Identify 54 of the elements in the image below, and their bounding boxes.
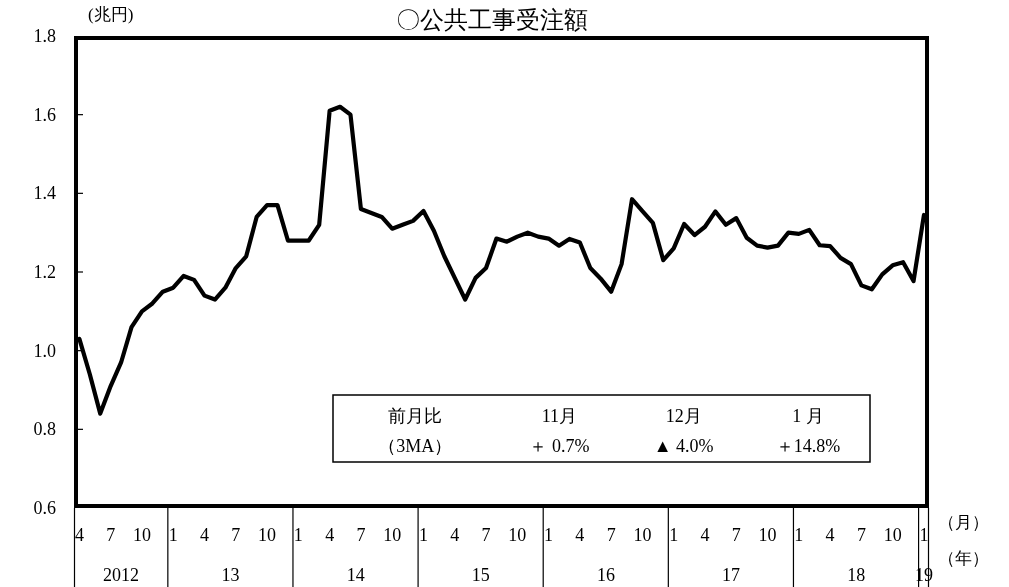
x-tick-label: 1: [669, 525, 679, 545]
y-tick-label: 1.2: [33, 262, 56, 282]
x-tick-label: 4: [450, 525, 460, 545]
x2-tick-label: 17: [722, 565, 741, 585]
x-tick-label: 10: [132, 525, 151, 545]
x-tick-label: 7: [106, 525, 116, 545]
y-tick-label: 1.6: [33, 104, 56, 125]
x-tick-label: 1: [919, 525, 929, 545]
y-tick-label: 1.4: [33, 183, 56, 204]
x2-tick-label: 15: [471, 565, 490, 585]
x-tick-label: 1: [544, 525, 554, 545]
x-tick-label: 10: [883, 525, 902, 545]
x-tick-label: 10: [633, 525, 652, 545]
x-tick-label: 4: [575, 525, 585, 545]
annotation: 1 月: [792, 406, 824, 426]
x-tick-label: 10: [508, 525, 527, 545]
x-tick-label: 7: [606, 525, 616, 545]
x-tick-label: 1: [168, 525, 178, 545]
annotation: ＋14.8%: [775, 436, 841, 456]
x-axis-title: （月）: [937, 513, 989, 532]
y-axis-title: (兆円): [88, 5, 134, 24]
x-tick-label: 7: [481, 525, 491, 545]
x-tick-label: 10: [758, 525, 777, 545]
annotation: ＋ 0.7%: [529, 436, 590, 456]
x2-tick-label: 14: [346, 565, 365, 585]
y-tick-label: 1.8: [33, 26, 56, 46]
x2-tick-label: 13: [221, 565, 240, 585]
x-tick-label: 4: [825, 525, 835, 545]
annotation: 前月比: [388, 406, 443, 426]
x2-axis-title: （年）: [937, 549, 989, 568]
x-tick-label: 7: [856, 525, 866, 545]
x-tick-label: 4: [700, 525, 710, 545]
y-tick-label: 0.8: [33, 419, 56, 440]
x2-tick-label: 18: [847, 565, 866, 585]
y-tick-label: 1.0: [33, 340, 56, 361]
x2-tick-label: 2012: [103, 565, 140, 585]
x2-tick-label: 16: [596, 565, 615, 585]
annotation: （3MA）: [378, 436, 453, 456]
x-tick-label: 7: [731, 525, 741, 545]
x-tick-label: 7: [231, 525, 241, 545]
x-tick-label: 4: [200, 525, 209, 545]
x-tick-label: 1: [794, 525, 804, 545]
annotation: 12月: [665, 406, 702, 426]
x-tick-label: 4: [74, 525, 84, 545]
title: 〇公共工事受注額: [395, 7, 588, 33]
x-tick-label: 1: [293, 525, 303, 545]
x-tick-label: 10: [383, 525, 402, 545]
annotation: ▲ 4.0%: [653, 436, 714, 456]
annotation: 11月: [541, 406, 578, 426]
x-tick-label: 10: [258, 525, 277, 545]
x-tick-label: 1: [418, 525, 428, 545]
x-tick-label: 7: [356, 525, 366, 545]
x-tick-label: 4: [325, 525, 335, 545]
y-tick-label: 0.6: [33, 498, 56, 518]
